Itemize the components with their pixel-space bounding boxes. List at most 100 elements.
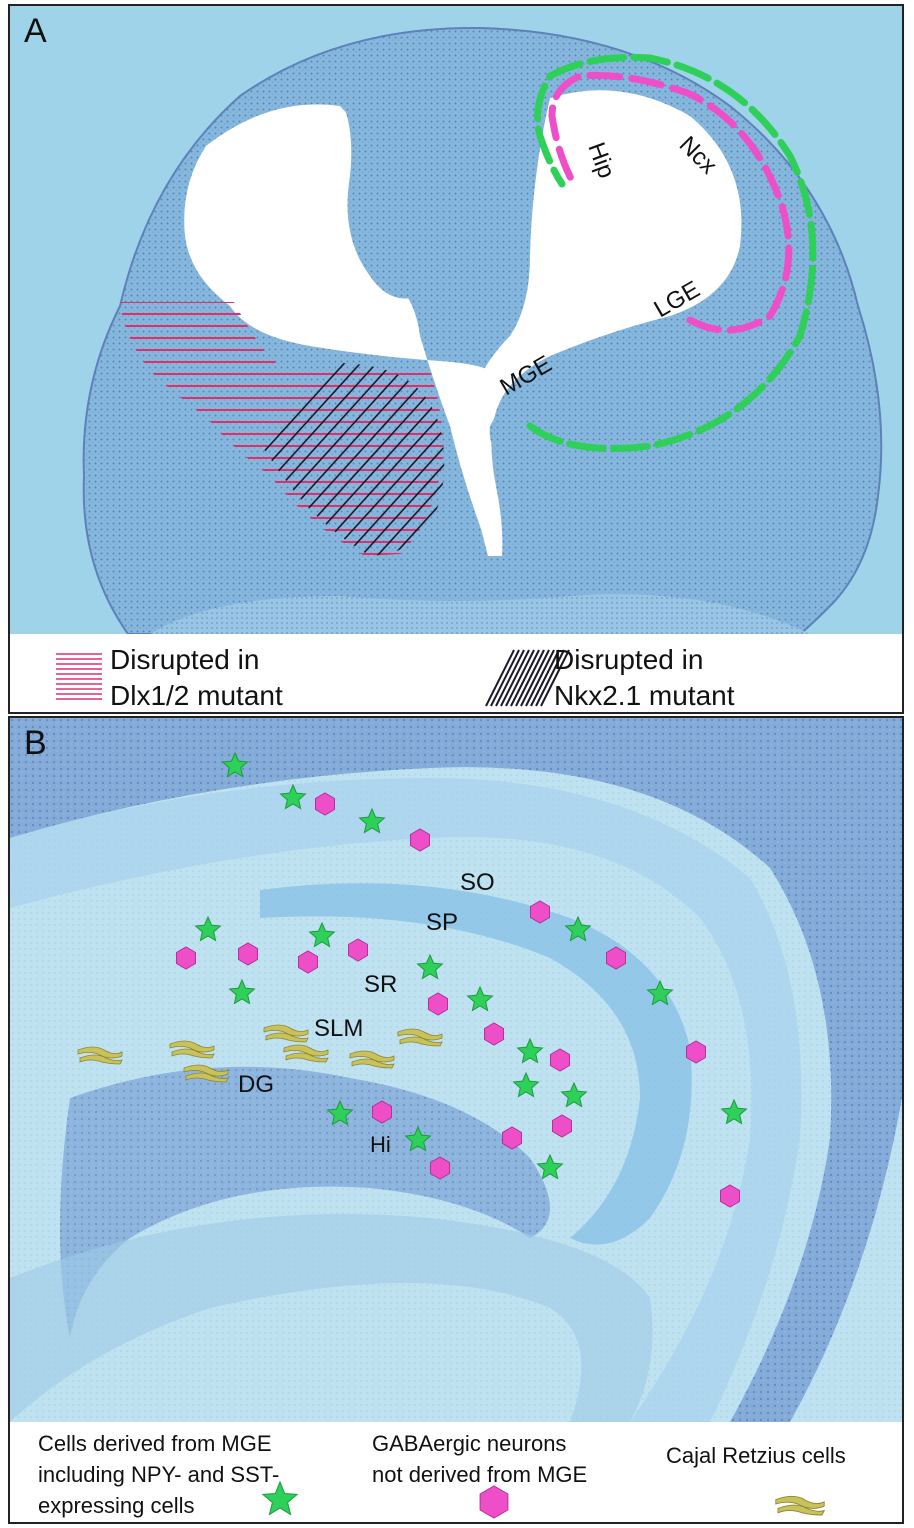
gabaergic-hexagon-icon	[428, 992, 448, 1016]
cajal-retzius-cell	[77, 1046, 123, 1065]
nkx-legend-line-2: Nkx2.1 mutant	[554, 680, 735, 711]
gabaergic-hexagon-icon	[686, 1040, 706, 1064]
cajal-retzius-cell	[397, 1028, 443, 1047]
gaba-legend-label: GABAergic neurons not derived from MGE	[372, 1428, 587, 1490]
dlx-legend-swatch	[56, 653, 102, 700]
gabaergic-hexagon-icon	[298, 950, 318, 974]
mge-legend-star	[261, 1480, 299, 1516]
lge-migration-path	[548, 71, 793, 334]
mge-derived-star-icon	[228, 978, 256, 1005]
mge-derived-star-icon	[308, 921, 336, 948]
mge-derived-star-icon	[194, 915, 222, 942]
gaba-legend-line-2: not derived from MGE	[372, 1462, 588, 1487]
cajal-retzius-cell	[183, 1064, 229, 1083]
cajal-retzius-cell	[283, 1044, 329, 1063]
nkx-legend-swatch	[485, 649, 570, 707]
mge-derived-star-icon	[404, 1125, 432, 1152]
panel-b-letter: B	[24, 724, 47, 762]
label-hi: Hi	[370, 1132, 391, 1157]
dlx-legend-label: Disrupted in Dlx1/2 mutant	[110, 642, 283, 712]
mge-derived-star-icon	[221, 751, 249, 778]
cajal-legend-label: Cajal Retzius cells	[666, 1440, 846, 1471]
gabaergic-hexagon-icon	[410, 828, 430, 852]
gabaergic-hexagon-icon	[530, 900, 550, 924]
mge-derived-star-icon	[536, 1153, 564, 1180]
cajal-retzius-cell	[169, 1040, 215, 1059]
gabaergic-hexagon-icon	[430, 1156, 450, 1180]
panel-a: Hip Ncx LGE MGE A Disrupted in Dlx1/2 mu…	[8, 4, 904, 714]
nkx-hatch-line	[250, 362, 409, 556]
nkx-hatch-line	[250, 362, 377, 556]
septum-right	[440, 73, 525, 301]
nkx-hatch-line	[367, 362, 445, 556]
hexagon-icon	[479, 1485, 509, 1519]
nkx-swatch-line	[530, 649, 560, 707]
mge-derived-star-icon	[720, 1098, 748, 1125]
mge-migration-path	[526, 53, 817, 452]
mge-derived-markers	[194, 751, 748, 1180]
label-so: SO	[460, 869, 495, 896]
nkx-legend-label: Disrupted in Nkx2.1 mutant	[554, 642, 735, 712]
label-slm: SLM	[314, 1015, 363, 1042]
nkx-swatch-line	[505, 649, 535, 707]
label-sp: SP	[426, 909, 458, 936]
nkx-swatch-line	[500, 649, 530, 707]
nkx-swatch-line	[510, 649, 540, 707]
nkx-swatch-line	[525, 649, 555, 707]
gabaergic-hexagon-icon	[550, 1048, 570, 1072]
nkx-swatch-line	[520, 649, 550, 707]
nkx-hatch-line	[383, 362, 445, 556]
mge-derived-star-icon	[564, 915, 592, 942]
mge-derived-star-icon	[358, 807, 386, 834]
gabaergic-hexagon-icon	[238, 942, 258, 966]
dentate-gyrus	[60, 1066, 550, 1338]
label-dg: DG	[238, 1071, 274, 1098]
cajal-legend-glyph	[775, 1495, 826, 1516]
cajal-retzius-cell	[775, 1495, 826, 1516]
panel-a-letter: A	[24, 12, 47, 50]
panel-a-micrograph: Hip Ncx LGE MGE	[10, 6, 902, 712]
gaba-legend-hexagon	[479, 1485, 509, 1519]
cajal-retzius-cell	[263, 1024, 309, 1043]
gabaergic-hexagon-icon	[606, 946, 626, 970]
nkx-swatch-line	[490, 649, 520, 707]
cajal-retzius-cell	[349, 1050, 395, 1069]
mge-derived-star-icon	[279, 783, 307, 810]
star-icon	[261, 1480, 299, 1516]
dlx-legend-line-2: Dlx1/2 mutant	[110, 680, 283, 711]
mge-legend-label: Cells derived from MGE including NPY- an…	[38, 1428, 279, 1521]
label-sr: SR	[364, 971, 397, 998]
nkx-hatch-line	[319, 362, 445, 556]
gaba-legend-line-1: GABAergic neurons	[372, 1431, 567, 1456]
nkx-hatch-line	[351, 362, 445, 556]
cajal-retzius-markers	[77, 1024, 443, 1083]
gabaergic-hexagon-icon	[552, 1114, 572, 1138]
gabaergic-hexagon-icon	[348, 938, 368, 962]
pyramidal-layer	[260, 883, 692, 1245]
panel-b-micrograph: SO SP SR SLM DG Hi	[10, 718, 902, 1522]
gabaergic-hexagon-icon	[484, 1022, 504, 1046]
cajal-legend-line: Cajal Retzius cells	[666, 1443, 846, 1468]
nkx-hatch-line	[250, 362, 393, 556]
left-ganglionic-eminence	[250, 365, 440, 558]
gabaergic-hexagon-icon	[372, 1100, 392, 1124]
nkx-swatch-line	[535, 649, 565, 707]
mge-derived-star-icon	[326, 1099, 354, 1126]
mge-legend-line-1: Cells derived from MGE	[38, 1431, 272, 1456]
nkx-swatch-line	[515, 649, 545, 707]
gabaergic-hexagon-icon	[720, 1184, 740, 1208]
gabaergic-hexagon-icon	[176, 946, 196, 970]
nkx-hatch-line	[303, 362, 445, 556]
mge-derived-star-icon	[512, 1071, 540, 1098]
gabaergic-markers	[176, 792, 740, 1208]
nkx-legend-line-1: Disrupted in	[554, 644, 704, 675]
nkx-swatch-line	[495, 649, 525, 707]
nkx-swatch-line	[485, 649, 515, 707]
gabaergic-hexagon-icon	[502, 1126, 522, 1150]
mge-legend-line-3: expressing cells	[38, 1493, 195, 1518]
mge-derived-star-icon	[416, 953, 444, 980]
mge-derived-star-icon	[560, 1081, 588, 1108]
mge-derived-star-icon	[646, 979, 674, 1006]
mge-derived-star-icon	[466, 985, 494, 1012]
